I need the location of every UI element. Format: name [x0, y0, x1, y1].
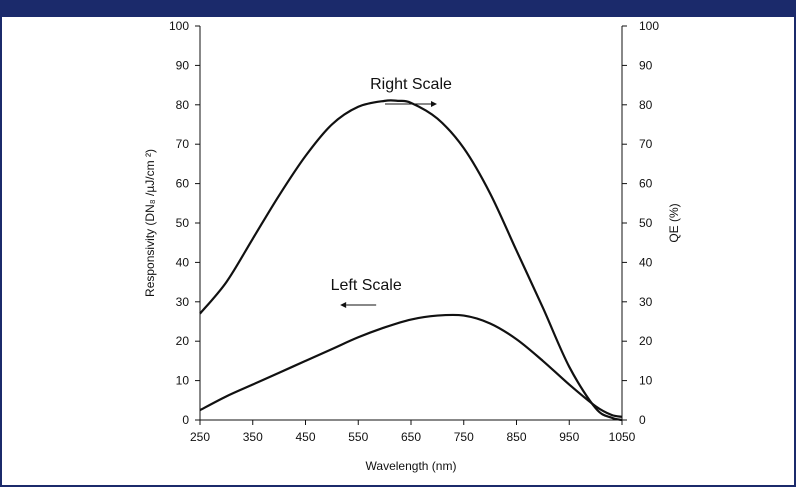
- y-left-tick-label: 0: [182, 413, 189, 427]
- right-scale-annotation: Right Scale: [370, 76, 452, 93]
- tick-marks: [195, 25, 627, 425]
- tick-labels: 250 350 450 550 650 750 850 950 1050010203040506…: [169, 19, 659, 444]
- title-band: [2, 0, 796, 17]
- right-scale-arrow-head: [431, 101, 437, 108]
- x-tick-label: 650: [401, 430, 421, 444]
- y-left-tick-label: 30: [176, 295, 190, 309]
- y-left-tick-label: 50: [176, 216, 190, 230]
- x-tick-label: 450: [295, 430, 315, 444]
- left-scale-annotation: Left Scale: [331, 277, 402, 294]
- y-right-tick-label: 90: [639, 58, 653, 72]
- y-left-tick-label: 90: [176, 58, 190, 72]
- series-lines: [199, 99, 623, 422]
- left-scale-arrow-head: [340, 301, 347, 308]
- x-tick-label: 550: [348, 430, 368, 444]
- y-axis-title-left: Responsivity (DN₈ /µJ/cm ²): [143, 149, 157, 297]
- y-right-tick-label: 0: [639, 413, 646, 427]
- y-axis-title-right: QE (%): [667, 203, 681, 242]
- series-line-left-scale: [199, 313, 623, 418]
- y-right-tick-label: 100: [639, 19, 659, 33]
- y-right-tick-label: 60: [639, 177, 653, 191]
- annotations: Right Scale Left Scale: [331, 76, 452, 308]
- y-left-tick-label: 80: [176, 98, 190, 112]
- y-right-tick-label: 20: [639, 334, 653, 348]
- y-right-tick-label: 80: [639, 98, 653, 112]
- x-axis-title: Wavelength (nm): [366, 459, 457, 473]
- x-tick-label: 850: [506, 430, 526, 444]
- x-tick-label: 1050: [609, 430, 636, 444]
- y-left-tick-label: 60: [176, 177, 190, 191]
- y-right-tick-label: 30: [639, 295, 653, 309]
- series-line-right-scale: [199, 99, 623, 422]
- y-left-tick-label: 70: [176, 137, 190, 151]
- y-left-tick-label: 40: [176, 255, 190, 269]
- y-left-tick-label: 10: [176, 374, 190, 388]
- y-right-tick-label: 70: [639, 137, 653, 151]
- x-tick-label: 350: [243, 430, 263, 444]
- x-tick-label: 950: [559, 430, 579, 444]
- y-right-tick-label: 50: [639, 216, 653, 230]
- x-tick-label: 250: [190, 430, 210, 444]
- y-right-tick-label: 40: [639, 255, 653, 269]
- y-right-tick-label: 10: [639, 374, 653, 388]
- x-tick-label: 750: [454, 430, 474, 444]
- y-left-tick-label: 20: [176, 334, 190, 348]
- y-left-tick-label: 100: [169, 19, 189, 33]
